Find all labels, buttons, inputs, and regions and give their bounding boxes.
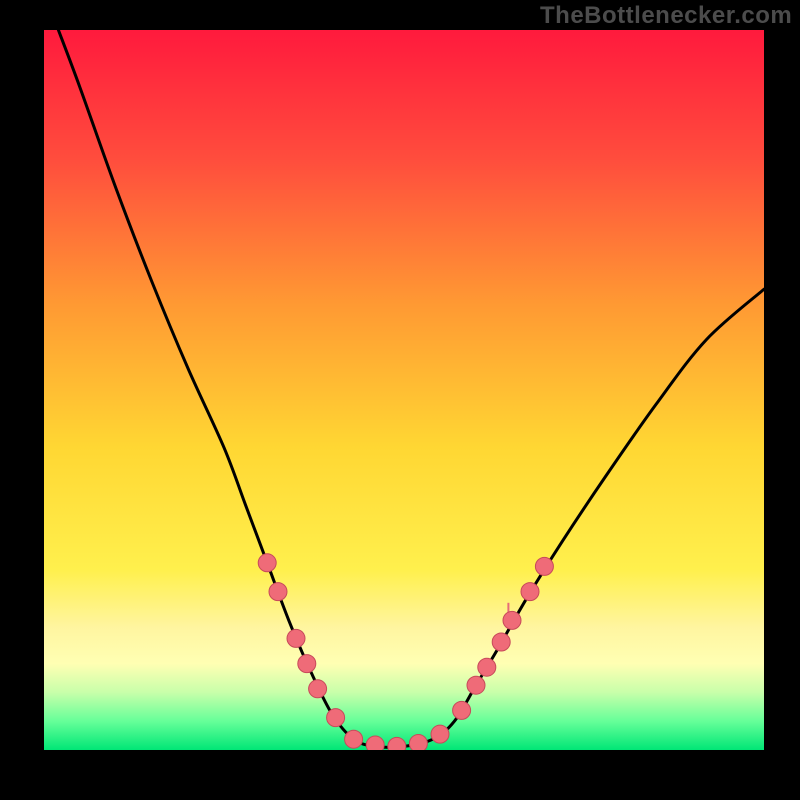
plot-area [44,30,764,750]
chart-stage: TheBottlenecker.com [0,0,800,800]
watermark-text: TheBottlenecker.com [540,2,792,30]
